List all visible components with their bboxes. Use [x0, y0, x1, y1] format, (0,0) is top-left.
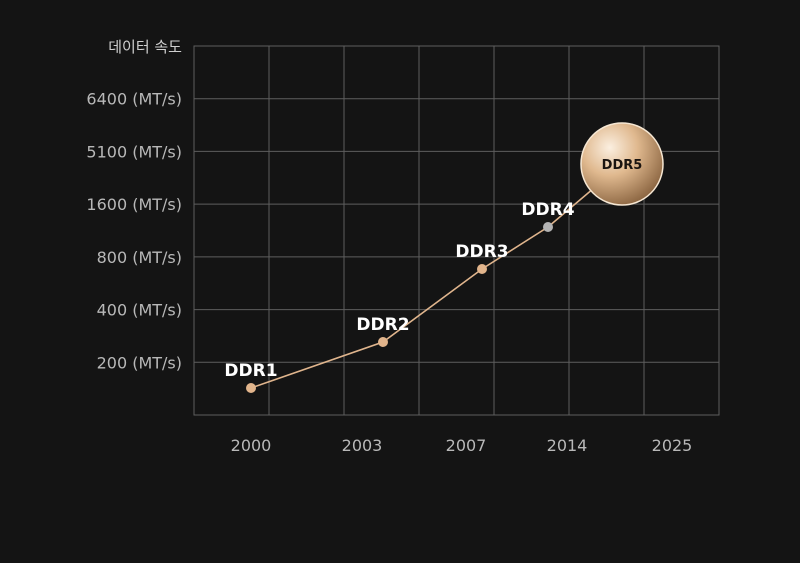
- y-axis-title: 데이터 속도: [108, 38, 182, 56]
- point-label: DDR2: [356, 315, 409, 335]
- y-tick-label: 200 (MT/s): [97, 353, 182, 372]
- point-ddr3: [477, 264, 487, 274]
- y-tick-label: 400 (MT/s): [97, 301, 182, 320]
- x-tick-label: 2014: [547, 436, 588, 455]
- point-label: DDR5: [602, 158, 643, 173]
- y-tick-label: 6400 (MT/s): [86, 90, 182, 109]
- x-tick-label: 2025: [652, 436, 693, 455]
- x-tick-label: 2000: [231, 436, 272, 455]
- point-label: DDR4: [521, 200, 574, 220]
- y-axis: 데이터 속도 200 (MT/s) 400 (MT/s) 800 (MT/s) 160…: [86, 38, 182, 372]
- chart-grid: [193, 45, 720, 416]
- x-tick-label: 2003: [342, 436, 383, 455]
- y-tick-label: 5100 (MT/s): [86, 142, 182, 161]
- series-ddr: DDR1 DDR2 DDR3 DDR4 DDR5: [224, 122, 664, 393]
- point-label: DDR1: [224, 361, 277, 381]
- point-ddr5-bubble: [580, 122, 664, 206]
- point-ddr4: [543, 222, 553, 232]
- y-tick-label: 800 (MT/s): [97, 248, 182, 267]
- point-ddr1: [246, 383, 256, 393]
- y-tick-label: 1600 (MT/s): [86, 195, 182, 214]
- grid-frame: [193, 45, 720, 416]
- x-axis: 2000 2003 2007 2014 2025: [231, 436, 693, 455]
- point-label: DDR3: [455, 242, 508, 262]
- point-ddr2: [378, 337, 388, 347]
- x-tick-label: 2007: [446, 436, 487, 455]
